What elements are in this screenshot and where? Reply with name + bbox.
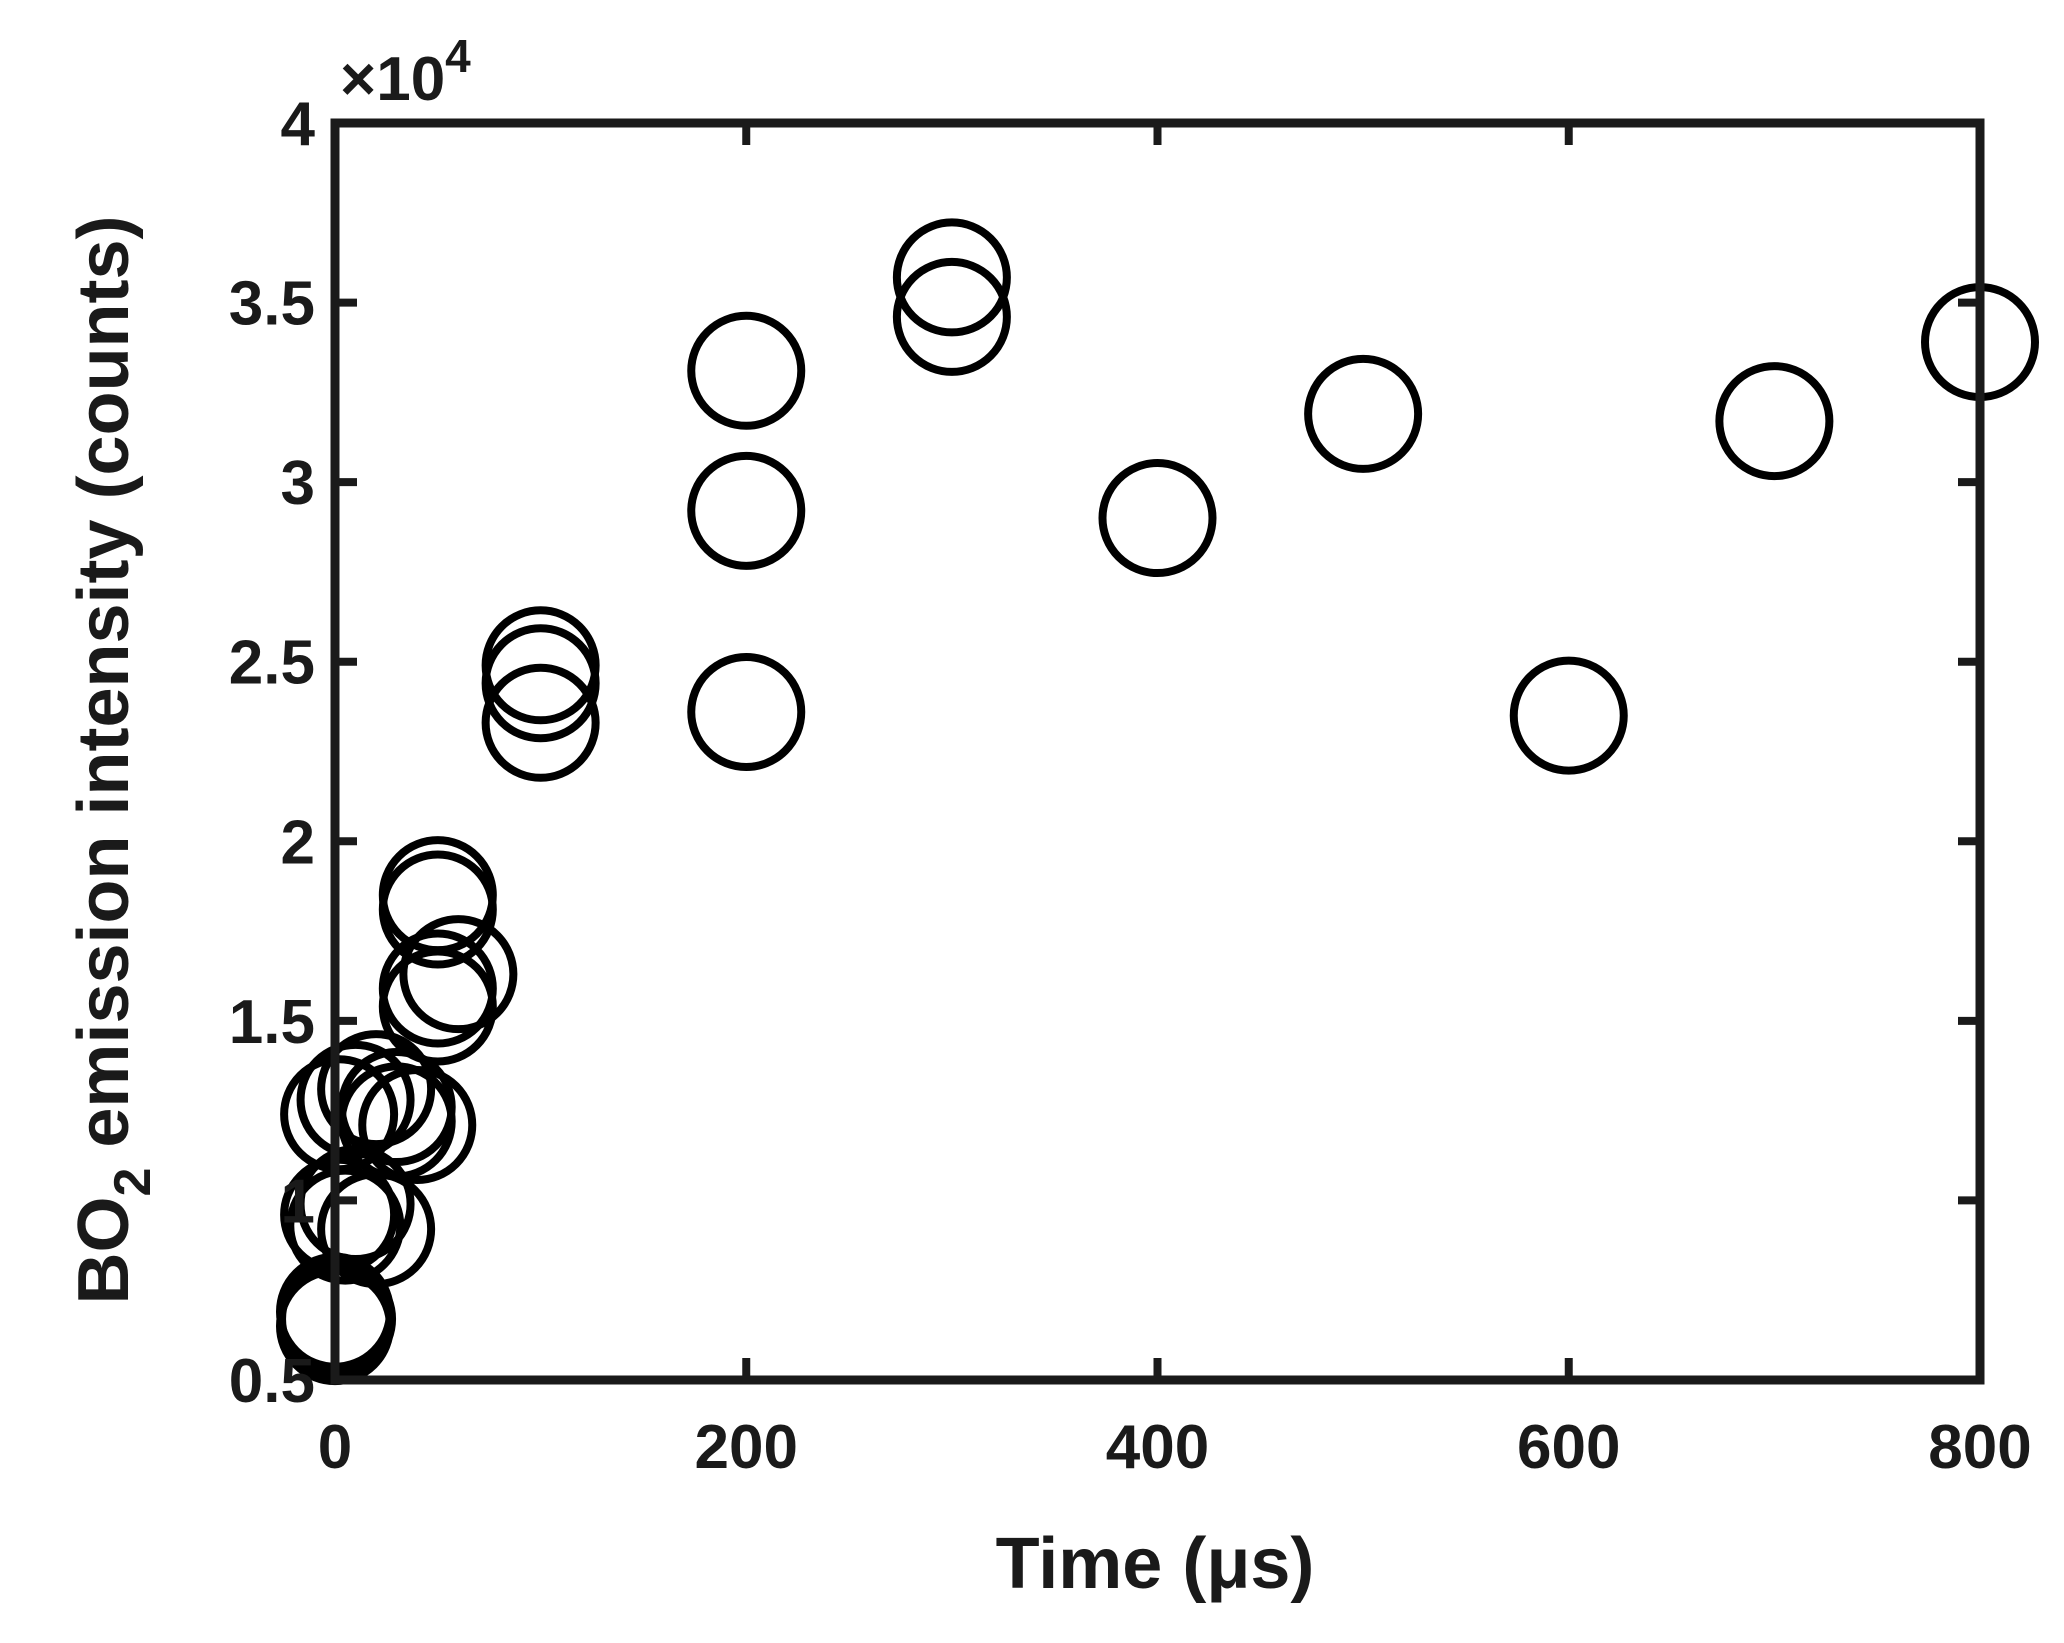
x-tick-label: 400 — [1106, 1413, 1209, 1482]
plot-frame — [330, 118, 1985, 1385]
y-axis-label-rest: emission intensity (counts) — [64, 215, 144, 1167]
data-point — [892, 218, 1011, 337]
data-point — [378, 929, 497, 1048]
plot-area — [276, 218, 2039, 1386]
data-point — [1304, 354, 1423, 473]
y-tick-label: 0.5 — [229, 1347, 315, 1416]
data-point — [687, 311, 806, 430]
data-point — [687, 451, 806, 570]
y-tick-label: 2.5 — [229, 629, 315, 698]
data-point — [378, 836, 497, 955]
y-tick-label: 1 — [281, 1167, 315, 1236]
x-tick-label: 800 — [1928, 1413, 2031, 1482]
y-axis-label-main: BO — [64, 1197, 144, 1305]
x-tick-label: 200 — [695, 1413, 798, 1482]
data-point — [1715, 362, 1834, 481]
y-tick-label: 4 — [281, 90, 316, 159]
y-tick-label: 3.5 — [229, 270, 315, 339]
y-tick-label: 1.5 — [229, 988, 315, 1057]
x-axis-ticks: 0 200 400 600 800 — [318, 123, 2032, 1482]
data-point — [1098, 459, 1217, 578]
data-point — [399, 915, 518, 1034]
data-point — [317, 1030, 436, 1149]
x-tick-label: 0 — [318, 1413, 352, 1482]
y-axis-label: BO2 emission intensity (counts) — [64, 215, 162, 1304]
data-point — [687, 652, 806, 771]
y-axis-label-subscript: 2 — [104, 1168, 162, 1197]
y-tick-label: 2 — [281, 808, 315, 877]
x-axis-label: Time (μs) — [996, 1524, 1315, 1604]
y-axis-multiplier: ×104 — [340, 30, 471, 114]
x-tick-label: 600 — [1517, 1413, 1620, 1482]
data-point — [892, 257, 1011, 376]
y-multiplier-base: ×10 — [340, 45, 445, 114]
data-point — [481, 663, 600, 782]
data-point — [358, 1066, 477, 1185]
y-multiplier-exponent: 4 — [445, 30, 471, 82]
data-point — [1509, 656, 1628, 775]
y-axis-ticks: 0.5 1 1.5 2 2.5 3 3.5 4 — [229, 90, 1980, 1416]
data-point — [481, 624, 600, 743]
y-tick-label: 3 — [281, 449, 315, 518]
